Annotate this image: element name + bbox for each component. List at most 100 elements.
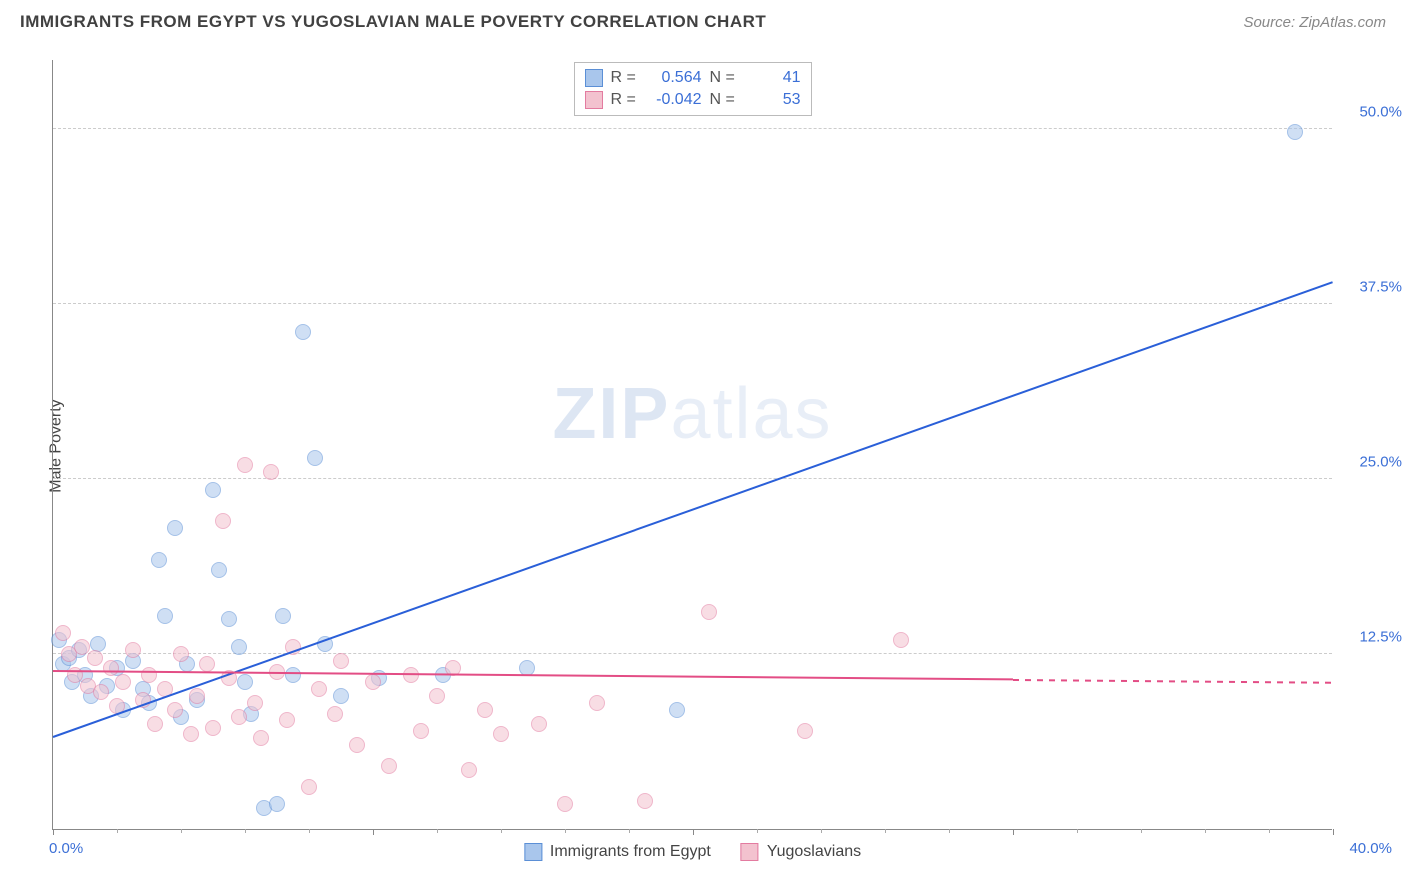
- x-axis-origin-label: 0.0%: [49, 840, 83, 857]
- data-point: [173, 646, 189, 662]
- data-point: [295, 324, 311, 340]
- gridline: [53, 303, 1332, 304]
- x-tick-minor: [437, 829, 438, 833]
- data-point: [237, 457, 253, 473]
- x-tick: [1333, 829, 1334, 835]
- data-point: [215, 513, 231, 529]
- data-point: [231, 639, 247, 655]
- x-tick-minor: [1077, 829, 1078, 833]
- data-point: [141, 667, 157, 683]
- data-point: [237, 674, 253, 690]
- legend-item-egypt: Immigrants from Egypt: [524, 843, 711, 861]
- data-point: [637, 793, 653, 809]
- data-point: [221, 611, 237, 627]
- x-tick-minor: [565, 829, 566, 833]
- data-point: [183, 726, 199, 742]
- data-point: [263, 464, 279, 480]
- x-tick: [1013, 829, 1014, 835]
- x-tick: [693, 829, 694, 835]
- data-point: [275, 608, 291, 624]
- data-point: [103, 660, 119, 676]
- x-tick-minor: [181, 829, 182, 833]
- correlation-stats-box: R = 0.564 N = 41 R = -0.042 N = 53: [574, 62, 812, 116]
- data-point: [167, 520, 183, 536]
- stat-r-value-egypt: 0.564: [647, 69, 702, 87]
- legend-label-egypt: Immigrants from Egypt: [550, 843, 711, 861]
- data-point: [461, 762, 477, 778]
- data-point: [429, 688, 445, 704]
- data-point: [333, 688, 349, 704]
- data-point: [477, 702, 493, 718]
- data-point: [797, 723, 813, 739]
- data-point: [189, 688, 205, 704]
- stats-row-egypt: R = 0.564 N = 41: [585, 67, 801, 89]
- data-point: [701, 604, 717, 620]
- legend-swatch-yugoslavians: [741, 843, 759, 861]
- y-tick-label: 25.0%: [1342, 454, 1402, 471]
- data-point: [893, 632, 909, 648]
- data-point: [285, 667, 301, 683]
- data-point: [349, 737, 365, 753]
- data-point: [167, 702, 183, 718]
- data-point: [327, 706, 343, 722]
- y-tick-label: 12.5%: [1342, 629, 1402, 646]
- data-point: [151, 552, 167, 568]
- chart-title: IMMIGRANTS FROM EGYPT VS YUGOSLAVIAN MAL…: [20, 12, 766, 32]
- data-point: [279, 712, 295, 728]
- stat-r-label: R =: [611, 69, 639, 87]
- data-point: [231, 709, 247, 725]
- data-point: [93, 684, 109, 700]
- data-point: [413, 723, 429, 739]
- x-tick: [53, 829, 54, 835]
- stat-n-value-yugoslavians: 53: [746, 91, 801, 109]
- data-point: [1287, 124, 1303, 140]
- watermark: ZIPatlas: [552, 373, 832, 455]
- data-point: [147, 716, 163, 732]
- data-point: [531, 716, 547, 732]
- swatch-egypt: [585, 69, 603, 87]
- data-point: [589, 695, 605, 711]
- y-tick-label: 37.5%: [1342, 279, 1402, 296]
- x-tick-minor: [1269, 829, 1270, 833]
- stat-n-label: N =: [710, 91, 738, 109]
- x-tick-minor: [949, 829, 950, 833]
- data-point: [557, 796, 573, 812]
- x-tick-minor: [885, 829, 886, 833]
- data-point: [253, 730, 269, 746]
- gridline: [53, 128, 1332, 129]
- data-point: [115, 674, 131, 690]
- data-point: [669, 702, 685, 718]
- data-point: [211, 562, 227, 578]
- data-point: [157, 608, 173, 624]
- data-point: [493, 726, 509, 742]
- data-point: [125, 642, 141, 658]
- legend-label-yugoslavians: Yugoslavians: [767, 843, 861, 861]
- x-tick-minor: [309, 829, 310, 833]
- x-tick-minor: [117, 829, 118, 833]
- legend-swatch-egypt: [524, 843, 542, 861]
- x-tick-minor: [1141, 829, 1142, 833]
- x-tick-minor: [1205, 829, 1206, 833]
- x-axis-end-label: 40.0%: [1349, 840, 1392, 857]
- trend-line: [1013, 679, 1333, 684]
- data-point: [307, 450, 323, 466]
- data-point: [365, 674, 381, 690]
- trend-line: [53, 281, 1334, 738]
- data-point: [381, 758, 397, 774]
- x-tick-minor: [245, 829, 246, 833]
- stats-row-yugoslavians: R = -0.042 N = 53: [585, 89, 801, 111]
- data-point: [247, 695, 263, 711]
- swatch-yugoslavians: [585, 91, 603, 109]
- x-tick: [373, 829, 374, 835]
- stat-r-value-yugoslavians: -0.042: [647, 91, 702, 109]
- x-tick-minor: [757, 829, 758, 833]
- source-attribution: Source: ZipAtlas.com: [1243, 14, 1386, 31]
- gridline: [53, 478, 1332, 479]
- data-point: [311, 681, 327, 697]
- data-point: [205, 482, 221, 498]
- data-point: [333, 653, 349, 669]
- gridline: [53, 653, 1332, 654]
- data-point: [269, 796, 285, 812]
- data-point: [301, 779, 317, 795]
- data-point: [199, 656, 215, 672]
